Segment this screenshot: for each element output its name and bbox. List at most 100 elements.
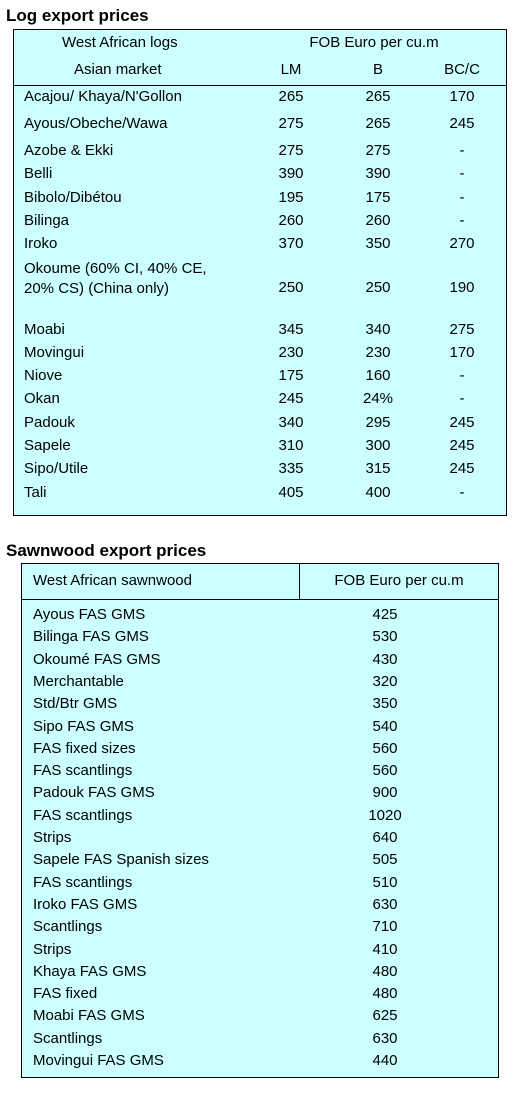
sawn-row-species: Strips <box>33 829 72 846</box>
sawn-row-price: 625 <box>372 1007 398 1025</box>
log-row-price-lm: 175 <box>278 367 304 385</box>
log-row-price-bc: 245 <box>449 115 475 132</box>
sawn-row-price: 320 <box>372 672 398 690</box>
log-header-species: West African logs <box>62 34 178 51</box>
sawn-row-species: FAS scantlings <box>33 873 133 891</box>
log-row-species: Azobe & Ekki <box>24 142 114 159</box>
log-row-price-b: 275 <box>365 142 391 159</box>
sawn-header-species: West African sawnwood <box>33 572 192 589</box>
log-row-price-b: 230 <box>365 343 391 361</box>
log-row-price-bc: 190 <box>449 278 475 296</box>
log-row-species: Iroko <box>24 235 58 253</box>
sawn-row-price: 350 <box>372 695 398 713</box>
log-row-species: Sipo/Utile <box>24 460 89 478</box>
sawn-row-species: Movingui FAS GMS <box>33 1052 164 1069</box>
sawn-row-price: 480 <box>372 985 398 1003</box>
sawn-row-price: 1020 <box>368 806 402 824</box>
sawn-row-species: Okoumé FAS GMS <box>33 650 161 668</box>
log-row-price-bc: 245 <box>449 460 475 478</box>
sawn-row-price: 510 <box>372 873 398 891</box>
log-row-price-b: 390 <box>365 165 391 183</box>
log-row-species: Okoume (60% CI, 40% CE, 20% CS) (China o… <box>24 259 207 297</box>
sawn-row-species: Padouk FAS GMS <box>33 784 155 802</box>
log-price-table: West African logs Asian market FOB Euro … <box>13 29 507 516</box>
sawn-row-species: Strips <box>33 940 72 958</box>
sawn-header-divider <box>22 599 498 600</box>
log-row-price-bc: 245 <box>449 413 475 431</box>
log-row-price-b: 260 <box>365 211 391 229</box>
sawn-row-price: 410 <box>372 940 398 958</box>
log-row-price-lm: 195 <box>278 188 304 206</box>
sawn-row-price: 630 <box>372 895 398 913</box>
log-row-price-lm: 335 <box>278 460 304 478</box>
sawn-row-species: Sipo FAS GMS <box>33 717 134 735</box>
log-row-species: Padouk <box>24 413 75 431</box>
log-row-price-bc: - <box>459 188 465 206</box>
sawn-row-species: Sapele FAS Spanish sizes <box>33 851 209 869</box>
sawn-row-species: Merchantable <box>33 672 124 690</box>
sawn-row-price: 505 <box>372 851 398 869</box>
sawn-row-species: Moabi FAS GMS <box>33 1007 145 1025</box>
log-row-price-lm: 370 <box>278 235 304 253</box>
sawn-row-price: 440 <box>372 1052 398 1069</box>
log-row-price-b: 295 <box>365 413 391 431</box>
log-row-price-bc: 245 <box>449 437 475 454</box>
log-row-price-bc: 170 <box>449 343 475 361</box>
sawnwood-price-table: West African sawnwood FOB Euro per cu.m … <box>21 563 499 1078</box>
log-row-price-b: 160 <box>365 367 391 385</box>
log-row-price-b: 400 <box>365 483 391 501</box>
log-row-price-b: 250 <box>365 278 391 296</box>
sawn-row-price: 540 <box>372 717 398 735</box>
log-row-species: Niove <box>24 367 63 385</box>
sawn-row-price: 530 <box>372 628 398 646</box>
log-row-species: Ayous/Obeche/Wawa <box>24 115 168 132</box>
log-header-grade-bc: BC/C <box>444 61 480 78</box>
sawn-row-price: 630 <box>372 1029 398 1047</box>
log-row-price-lm: 265 <box>278 88 304 105</box>
sawn-header-price-unit: FOB Euro per cu.m <box>334 572 464 589</box>
sawn-row-species: FAS fixed <box>33 985 98 1003</box>
sawn-row-species: Std/Btr GMS <box>33 695 118 713</box>
log-row-price-lm: 405 <box>278 483 304 501</box>
sawn-row-species: Bilinga FAS GMS <box>33 628 149 646</box>
log-row-price-bc: - <box>459 483 465 501</box>
log-row-price-b: 340 <box>365 320 391 338</box>
sawn-row-species: FAS scantlings <box>33 806 133 824</box>
sawn-row-price: 425 <box>372 606 398 623</box>
log-header-grade-lm: LM <box>280 61 302 78</box>
sawn-row-species: Scantlings <box>33 1029 103 1047</box>
log-row-price-bc: - <box>459 211 465 229</box>
sawn-row-price: 560 <box>372 739 398 757</box>
log-row-price-lm: 260 <box>278 211 304 229</box>
log-row-species: Sapele <box>24 437 71 454</box>
sawn-row-species: Khaya FAS GMS <box>33 962 147 980</box>
sawn-row-price: 710 <box>372 918 398 936</box>
log-row-price-bc: - <box>459 367 465 385</box>
log-row-price-lm: 310 <box>278 437 304 454</box>
log-row-species: Movingui <box>24 343 85 361</box>
log-row-price-lm: 230 <box>278 343 304 361</box>
sawn-row-species: Iroko FAS GMS <box>33 895 138 913</box>
sawnwood-export-title: Sawnwood export prices <box>6 541 207 560</box>
log-header-market: Asian market <box>74 61 162 78</box>
log-row-price-bc: - <box>459 390 465 408</box>
log-row-species: Tali <box>24 483 47 501</box>
log-row-price-bc: 275 <box>449 320 475 338</box>
sawn-row-price: 900 <box>372 784 398 802</box>
log-row-price-bc: - <box>459 142 465 159</box>
log-row-price-lm: 250 <box>278 278 304 296</box>
log-row-price-b: 315 <box>365 460 391 478</box>
log-header-grade-b: B <box>372 61 383 78</box>
sawn-header-column-divider <box>299 564 300 599</box>
log-row-price-b: 175 <box>365 188 391 206</box>
log-export-title: Log export prices <box>6 6 149 25</box>
log-row-price-lm: 340 <box>278 413 304 431</box>
log-row-price-bc: 170 <box>449 88 475 105</box>
sawn-row-price: 430 <box>372 650 398 668</box>
log-row-price-b: 300 <box>365 437 391 454</box>
log-row-species: Moabi <box>24 320 65 338</box>
log-row-species: Bibolo/Dibétou <box>24 188 122 206</box>
log-row-price-lm: 275 <box>278 115 304 132</box>
sawn-row-species: Scantlings <box>33 918 103 936</box>
log-row-species: Acajou/ Khaya/N'Gollon <box>24 88 182 105</box>
